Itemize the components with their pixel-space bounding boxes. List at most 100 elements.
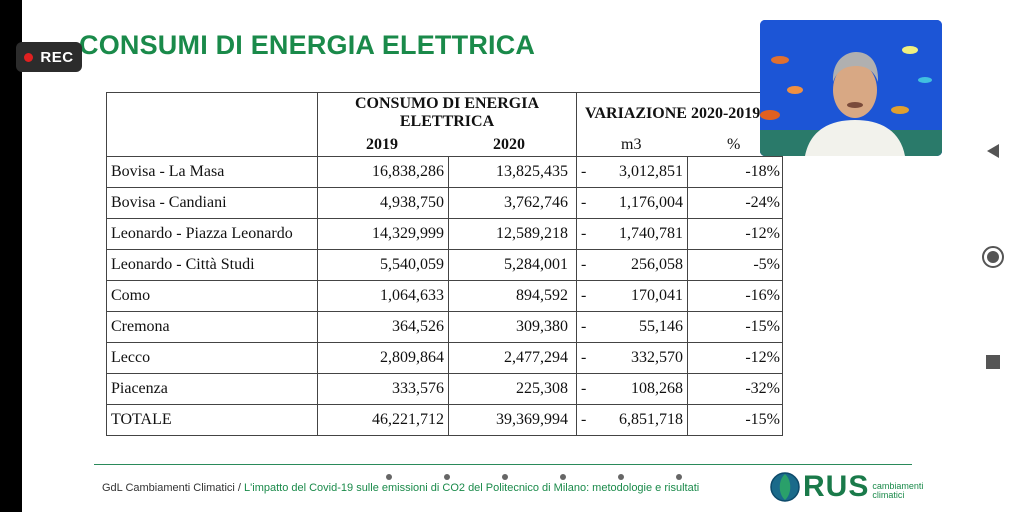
consumption-2020-cell: 3,762,746 xyxy=(448,187,577,219)
table-row: Lecco 2,809,864 2,477,294- 332,570 -12% xyxy=(106,342,783,374)
consumption-2019-cell: 364,526 xyxy=(317,311,449,343)
slide-title: CONSUMI DI ENERGIA ELETTRICA xyxy=(79,30,536,60)
consumption-2020-cell: 13,825,435 xyxy=(448,156,577,188)
variation-m3-value: 108,268 xyxy=(631,380,683,397)
speaker-video-thumbnail[interactable] xyxy=(760,20,942,156)
table-row: TOTALE 46,221,712 39,369,994- 6,851,718 -15% xyxy=(106,404,783,436)
pager-dot xyxy=(618,474,624,480)
consumption-2020-cell: 894,592 xyxy=(448,280,577,312)
variation-m3-cell: - 108,268 xyxy=(576,373,688,405)
pager-dot xyxy=(560,474,566,480)
header-m3: m3 xyxy=(621,136,642,153)
footer-divider xyxy=(94,464,912,465)
site-name-cell: Bovisa - La Masa xyxy=(106,156,318,188)
logo-text: RUS xyxy=(803,470,870,503)
variation-sign: - xyxy=(581,256,587,273)
site-name-cell: Leonardo - Città Studi xyxy=(106,249,318,281)
variation-sign: - xyxy=(581,349,587,366)
logo-subtext-line2: climatici xyxy=(872,490,905,500)
consumption-2019-cell: 1,064,633 xyxy=(317,280,449,312)
consumption-2019-cell: 4,938,750 xyxy=(317,187,449,219)
header-variation-title: VARIAZIONE 2020-2019 xyxy=(585,105,761,122)
table-row: Bovisa - Candiani 4,938,750 3,762,746- 1,17… xyxy=(106,187,783,219)
variation-m3-cell: - 1,740,781 xyxy=(576,218,688,250)
pager-dot xyxy=(444,474,450,480)
variation-m3-value: 256,058 xyxy=(631,256,683,273)
table-row: Piacenza 333,576 225,308- 108,268 -32% xyxy=(106,373,783,405)
variation-sign: - xyxy=(581,411,587,428)
footer-separator: / xyxy=(234,482,245,494)
site-name-cell: Leonardo - Piazza Leonardo xyxy=(106,218,318,250)
header-2020: 2020 xyxy=(493,136,525,153)
header-consumption-group: CONSUMO DI ENERGIA ELETTRICA 2019 2020 xyxy=(317,92,577,157)
site-name-cell: Como xyxy=(106,280,318,312)
android-navigation-bar xyxy=(962,0,1024,512)
consumption-2020-cell: 309,380 xyxy=(448,311,577,343)
pager-dot xyxy=(502,474,508,480)
consumption-2019-cell: 14,329,999 xyxy=(317,218,449,250)
variation-m3-value: 1,740,781 xyxy=(619,225,683,242)
logo-subtext-line1: cambiamenti xyxy=(872,481,924,491)
variation-m3-cell: - 256,058 xyxy=(576,249,688,281)
pager-dot xyxy=(386,474,392,480)
slide-footer-text: GdL Cambiamenti Climatici / L'impatto de… xyxy=(102,482,699,494)
variation-sign: - xyxy=(581,163,587,180)
rus-logo: RUS cambiamenti climatici xyxy=(770,470,923,504)
logo-subtext: cambiamenti climatici xyxy=(872,482,923,500)
variation-m3-value: 1,176,004 xyxy=(619,194,683,211)
globe-icon xyxy=(770,472,800,502)
variation-percent-cell: -5% xyxy=(687,249,783,281)
energy-consumption-table: CONSUMO DI ENERGIA ELETTRICA 2019 2020 V… xyxy=(106,92,783,436)
consumption-2019-cell: 46,221,712 xyxy=(317,404,449,436)
variation-sign: - xyxy=(581,287,587,304)
table-row: Cremona 364,526 309,380- 55,146 -15% xyxy=(106,311,783,343)
variation-percent-cell: -32% xyxy=(687,373,783,405)
header-consumption-title: CONSUMO DI ENERGIA ELETTRICA xyxy=(354,95,539,130)
variation-m3-cell: - 6,851,718 xyxy=(576,404,688,436)
table-row: Como 1,064,633 894,592- 170,041 -16% xyxy=(106,280,783,312)
variation-percent-cell: -12% xyxy=(687,218,783,250)
variation-percent-cell: -18% xyxy=(687,156,783,188)
site-name-cell: Bovisa - Candiani xyxy=(106,187,318,219)
recents-icon[interactable] xyxy=(985,354,1001,370)
variation-sign: - xyxy=(581,380,587,397)
variation-m3-cell: - 55,146 xyxy=(576,311,688,343)
consumption-2019-cell: 5,540,059 xyxy=(317,249,449,281)
table-header-row: CONSUMO DI ENERGIA ELETTRICA 2019 2020 V… xyxy=(106,92,783,157)
variation-percent-cell: -15% xyxy=(687,404,783,436)
variation-m3-cell: - 3,012,851 xyxy=(576,156,688,188)
footer-subtitle: L'impatto del Covid-19 sulle emissioni d… xyxy=(244,482,700,494)
header-percent: % xyxy=(727,136,741,153)
header-variation-group: VARIAZIONE 2020-2019 m3 % xyxy=(576,92,783,157)
site-name-cell: TOTALE xyxy=(106,404,318,436)
consumption-2019-cell: 333,576 xyxy=(317,373,449,405)
back-icon[interactable] xyxy=(984,142,1002,160)
variation-m3-cell: - 170,041 xyxy=(576,280,688,312)
consumption-2019-cell: 2,809,864 xyxy=(317,342,449,374)
recording-indicator: REC xyxy=(16,42,82,72)
consumption-2019-cell: 16,838,286 xyxy=(317,156,449,188)
consumption-2020-cell: 225,308 xyxy=(448,373,577,405)
variation-sign: - xyxy=(581,318,587,335)
variation-percent-cell: -15% xyxy=(687,311,783,343)
variation-m3-cell: - 1,176,004 xyxy=(576,187,688,219)
variation-percent-cell: -12% xyxy=(687,342,783,374)
variation-m3-value: 55,146 xyxy=(639,318,683,335)
slide-pager-dots xyxy=(386,474,682,480)
variation-m3-value: 332,570 xyxy=(631,349,683,366)
variation-sign: - xyxy=(581,225,587,242)
home-icon[interactable] xyxy=(981,245,1005,269)
pager-dot xyxy=(676,474,682,480)
recording-label: REC xyxy=(40,48,74,66)
variation-m3-cell: - 332,570 xyxy=(576,342,688,374)
variation-m3-value: 6,851,718 xyxy=(619,411,683,428)
variation-percent-cell: -16% xyxy=(687,280,783,312)
header-2019: 2019 xyxy=(366,136,398,153)
table-row: Leonardo - Città Studi 5,540,059 5,284,001… xyxy=(106,249,783,281)
record-dot-icon xyxy=(24,52,34,62)
variation-m3-value: 170,041 xyxy=(631,287,683,304)
footer-group-name: GdL Cambiamenti Climatici xyxy=(102,482,235,494)
table-row: Bovisa - La Masa 16,838,286 13,825,435- 3,0… xyxy=(106,156,783,188)
variation-percent-cell: -24% xyxy=(687,187,783,219)
site-name-cell: Piacenza xyxy=(106,373,318,405)
